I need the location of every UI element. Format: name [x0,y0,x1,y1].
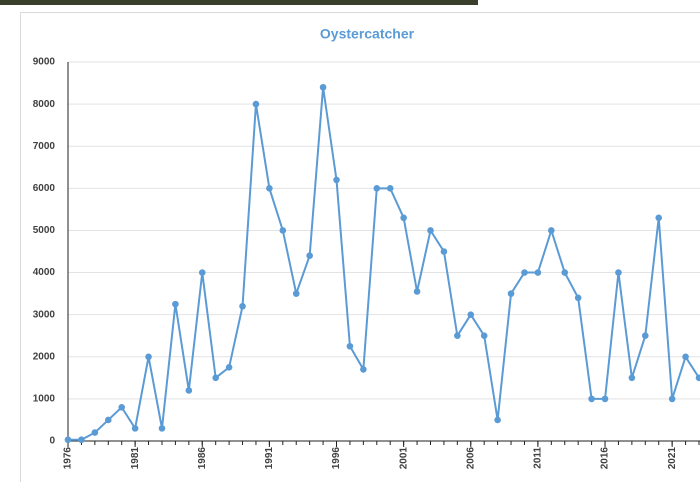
data-point [306,252,313,259]
data-point [682,353,689,360]
y-tick-label: 0 [49,436,55,447]
x-tick-label: 2011 [533,447,544,469]
y-tick-label: 5000 [33,225,56,236]
data-point [145,353,152,360]
data-point [186,387,193,394]
data-point [199,269,206,276]
data-point [467,311,474,318]
data-point [239,303,246,310]
data-point [481,332,488,339]
data-point [414,288,421,295]
data-point [427,227,434,234]
data-point [159,425,166,432]
x-tick-label: 1986 [197,447,208,470]
data-point [508,290,515,297]
data-point [535,269,542,276]
data-point [588,396,595,403]
y-tick-label: 8000 [33,99,56,110]
chart-frame [21,13,700,482]
photo-strip [0,0,478,5]
data-point [333,177,340,184]
data-point [642,332,649,339]
data-point [320,84,327,91]
data-point [373,185,380,192]
data-point [494,417,501,424]
data-point [280,227,287,234]
data-point [575,295,582,302]
data-point [561,269,568,276]
data-point [266,185,273,192]
page: Oystercatcher 0 1000 2000 3000 4000 5000 6000 7… [0,0,700,482]
data-point [602,396,609,403]
y-tick-label: 1000 [33,394,56,405]
data-point [387,185,394,192]
data-point [629,375,636,382]
data-point [615,269,622,276]
x-tick-label: 1991 [264,447,275,470]
data-point [118,404,125,411]
y-tick-label: 2000 [33,351,56,362]
data-point [78,436,85,443]
data-point [172,301,179,308]
data-point [132,425,139,432]
data-point [400,215,407,222]
x-tick-label: 1981 [130,447,141,470]
y-tick-label: 9000 [33,57,56,68]
y-tick-label: 3000 [33,309,56,320]
y-tick-label: 6000 [33,183,56,194]
data-point [253,101,260,108]
data-point [548,227,555,234]
x-tick-label: 2021 [667,447,678,470]
data-point [655,215,662,222]
data-point [441,248,448,255]
x-tick-label: 1976 [63,447,74,470]
data-point [360,366,367,373]
data-point [347,343,354,350]
data-point [212,375,219,382]
x-tick-label: 1996 [331,447,342,470]
data-point [92,429,99,436]
data-point [521,269,528,276]
data-point [65,436,72,443]
x-tick-label: 2016 [600,447,611,470]
data-point [454,332,461,339]
y-tick-label: 4000 [33,267,56,278]
data-point [293,290,300,297]
data-point [669,396,676,403]
x-tick-label: 2001 [398,447,409,470]
data-point [226,364,233,371]
data-point [105,417,112,424]
chart-title: Oystercatcher [320,26,415,42]
y-tick-label: 7000 [33,141,56,152]
chart: Oystercatcher 0 1000 2000 3000 4000 5000 6000 7… [0,0,700,482]
x-tick-label: 2006 [465,447,476,470]
